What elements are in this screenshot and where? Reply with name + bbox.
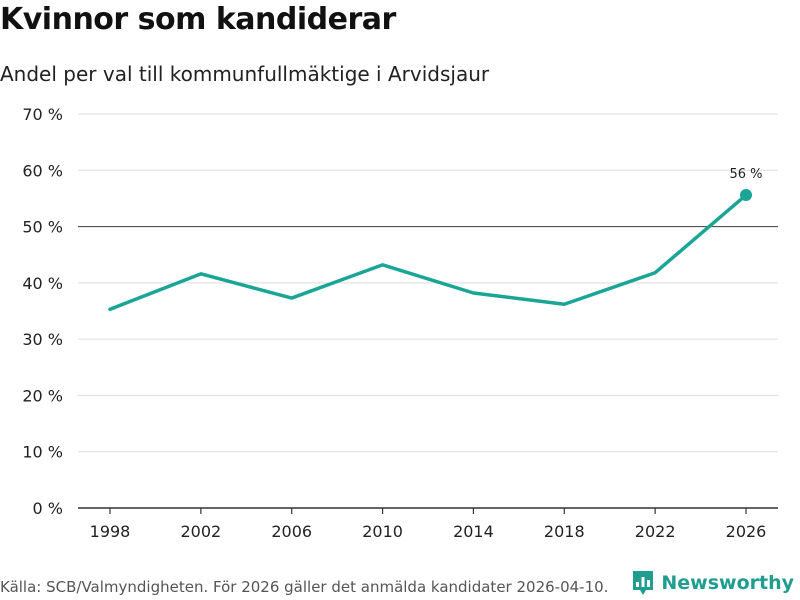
- y-tick-label: 30 %: [22, 330, 63, 349]
- y-tick-label: 50 %: [22, 218, 63, 237]
- y-tick-label: 70 %: [22, 105, 63, 124]
- x-tick-label: 2014: [453, 522, 494, 541]
- brand-name: Newsworthy: [661, 572, 794, 594]
- y-tick-label: 0 %: [33, 499, 63, 518]
- source-note: Källa: SCB/Valmyndigheten. För 2026 gäll…: [0, 578, 609, 596]
- x-tick-label: 2010: [362, 522, 403, 541]
- y-tick-label: 40 %: [22, 274, 63, 293]
- data-point-2026: [740, 189, 752, 202]
- series: [108, 189, 752, 312]
- y-tick-label: 10 %: [22, 443, 63, 462]
- gridlines: [78, 113, 778, 453]
- data-label-2026: 56 %: [729, 167, 762, 182]
- labels: 0 % 10 % 20 % 30 % 40 % 50 % 60 % 70 % 1998 2002 2…: [22, 105, 766, 541]
- y-tick-label: 60 %: [22, 161, 63, 180]
- x-tick-label: 2022: [635, 522, 676, 541]
- x-tick-label: 1998: [90, 522, 131, 541]
- x-tick-label: 2026: [726, 522, 767, 541]
- y-tick-label: 20 %: [22, 386, 63, 405]
- axes: [78, 507, 778, 514]
- newsworthy-logo-icon: [633, 571, 654, 595]
- brand-logo: Newsworthy: [631, 568, 794, 598]
- x-tick-label: 2018: [544, 522, 585, 541]
- x-tick-label: 2002: [180, 522, 221, 541]
- chart-title: Kvinnor som kandiderar: [0, 2, 396, 37]
- chart-subtitle: Andel per val till kommunfullmäktige i A…: [0, 62, 490, 86]
- x-tick-label: 2006: [271, 522, 312, 541]
- series-line: [108, 193, 748, 312]
